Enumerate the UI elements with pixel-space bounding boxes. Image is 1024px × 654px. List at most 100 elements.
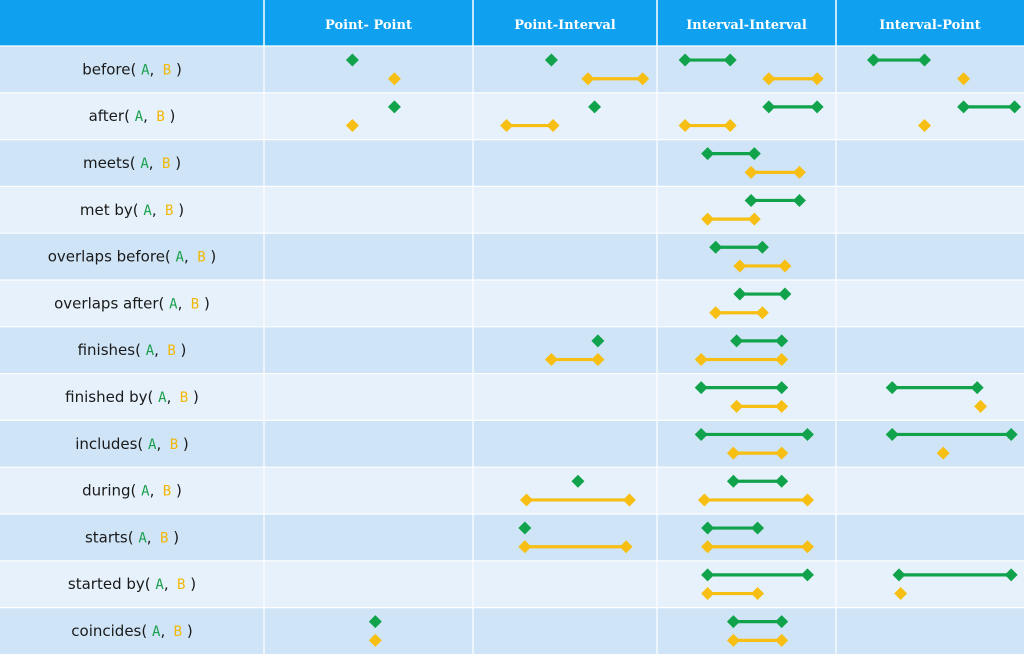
arg-b: B [148,109,165,125]
close-paren: ) [185,575,196,593]
close-paren: ) [173,201,184,219]
entity-b-interval-start-marker [701,587,715,601]
column-header: Interval-Interval [686,18,807,33]
arg-a: A [158,390,167,406]
entity-b-interval-end-marker [800,493,814,507]
entity-a-interval-end-marker [800,568,814,582]
arg-separator: , [152,201,157,219]
arg-a: A [176,250,185,266]
entity-a-interval-start-marker [701,521,715,535]
arg-separator: , [154,341,159,359]
entity-a-interval-end-marker [1004,568,1018,582]
relation-label: before( A, B ) [82,60,182,78]
relation-name: started by [68,575,145,593]
arg-b: B [152,530,169,546]
entity-b-interval-end-marker [792,165,806,179]
relation-name: overlaps after [54,294,159,312]
entity-a-interval-end-marker [775,381,789,395]
entity-a-interval-end-marker [918,53,931,67]
arg-separator: , [143,107,148,125]
relation-name: before [82,60,130,78]
arg-separator: , [184,248,189,266]
entity-b-point-marker [936,446,950,460]
close-paren: ) [206,248,217,266]
entity-b-interval-end-marker [778,259,792,273]
entity-b-interval-start-marker [733,259,747,273]
column-header: Point-Interval [514,18,616,33]
entity-b-interval-start-marker [544,353,558,367]
arg-separator: , [167,388,172,406]
entity-b-interval-start-marker [697,493,711,507]
arg-a: A [140,156,149,172]
entity-b-interval-end-marker [622,493,636,507]
arg-a: A [148,437,157,453]
close-paren: ) [199,294,210,312]
entity-b-interval-end-marker [619,540,633,554]
arg-b: B [159,343,176,359]
column-header: Point- Point [325,18,412,33]
relation-name: coincides [71,622,141,640]
table-row [0,280,1024,327]
open-paren: ( [131,482,142,500]
arg-separator: , [156,435,161,453]
table-row [0,607,1024,654]
arg-a: A [141,484,150,500]
close-paren: ) [171,60,182,78]
entity-b-point-marker [918,119,931,133]
relation-name: finished by [65,388,147,406]
arg-separator: , [149,154,154,172]
entity-a-interval-end-marker [775,334,789,348]
relation-name: after [89,107,125,125]
relation-name: meets [83,154,130,172]
arg-b: B [161,437,178,453]
table-row [0,46,1024,93]
entity-a-interval-start-marker [709,240,723,254]
entity-a-interval-start-marker [726,474,740,488]
entity-a-point-marker [368,615,382,629]
close-paren: ) [188,388,199,406]
entity-a-interval-start-marker [678,53,692,67]
entity-b-interval-start-marker [726,446,740,460]
table-row [0,186,1024,234]
entity-b-interval-end-marker [775,633,789,647]
entity-b-point-marker [345,119,359,133]
entity-a-interval-start-marker [701,147,715,161]
entity-b-interval-end-marker [591,353,605,367]
arg-b: B [169,577,186,593]
entity-a-point-marker [571,474,585,488]
arg-a: A [146,343,155,359]
arg-b: B [165,624,182,640]
open-paren: ( [130,60,141,78]
entity-b-interval-end-marker [775,353,789,367]
entity-a-interval-start-marker [701,568,715,582]
entity-b-interval-start-marker [762,72,776,86]
relation-name: met by [80,201,133,219]
relation-name: finishes [78,341,136,359]
entity-a-interval-start-marker [694,427,708,441]
close-paren: ) [182,622,193,640]
relation-name: during [82,482,130,500]
entity-a-interval-end-marker [775,474,789,488]
entity-a-interval-start-marker [885,427,899,441]
relation-label: meets( A, B ) [83,154,181,172]
entity-b-point-marker [957,72,971,86]
arg-a: A [152,624,161,640]
arg-separator: , [160,622,165,640]
close-paren: ) [178,435,189,453]
entity-a-interval-start-marker [744,193,758,207]
entity-b-point-marker [974,399,988,413]
relation-name: starts [85,528,128,546]
entity-a-interval-end-marker [1008,100,1022,114]
table-row [0,326,1024,374]
entity-a-interval-start-marker [726,615,740,629]
entity-b-interval-start-marker [730,399,744,413]
entity-b-interval-start-marker [581,72,595,86]
entity-a-interval-end-marker [1004,427,1018,441]
open-paren: ( [130,154,141,172]
entity-a-interval-start-marker [733,287,747,301]
open-paren: ( [165,248,176,266]
close-paren: ) [168,528,179,546]
open-paren: ( [141,622,152,640]
entity-a-interval-end-marker [775,615,789,629]
